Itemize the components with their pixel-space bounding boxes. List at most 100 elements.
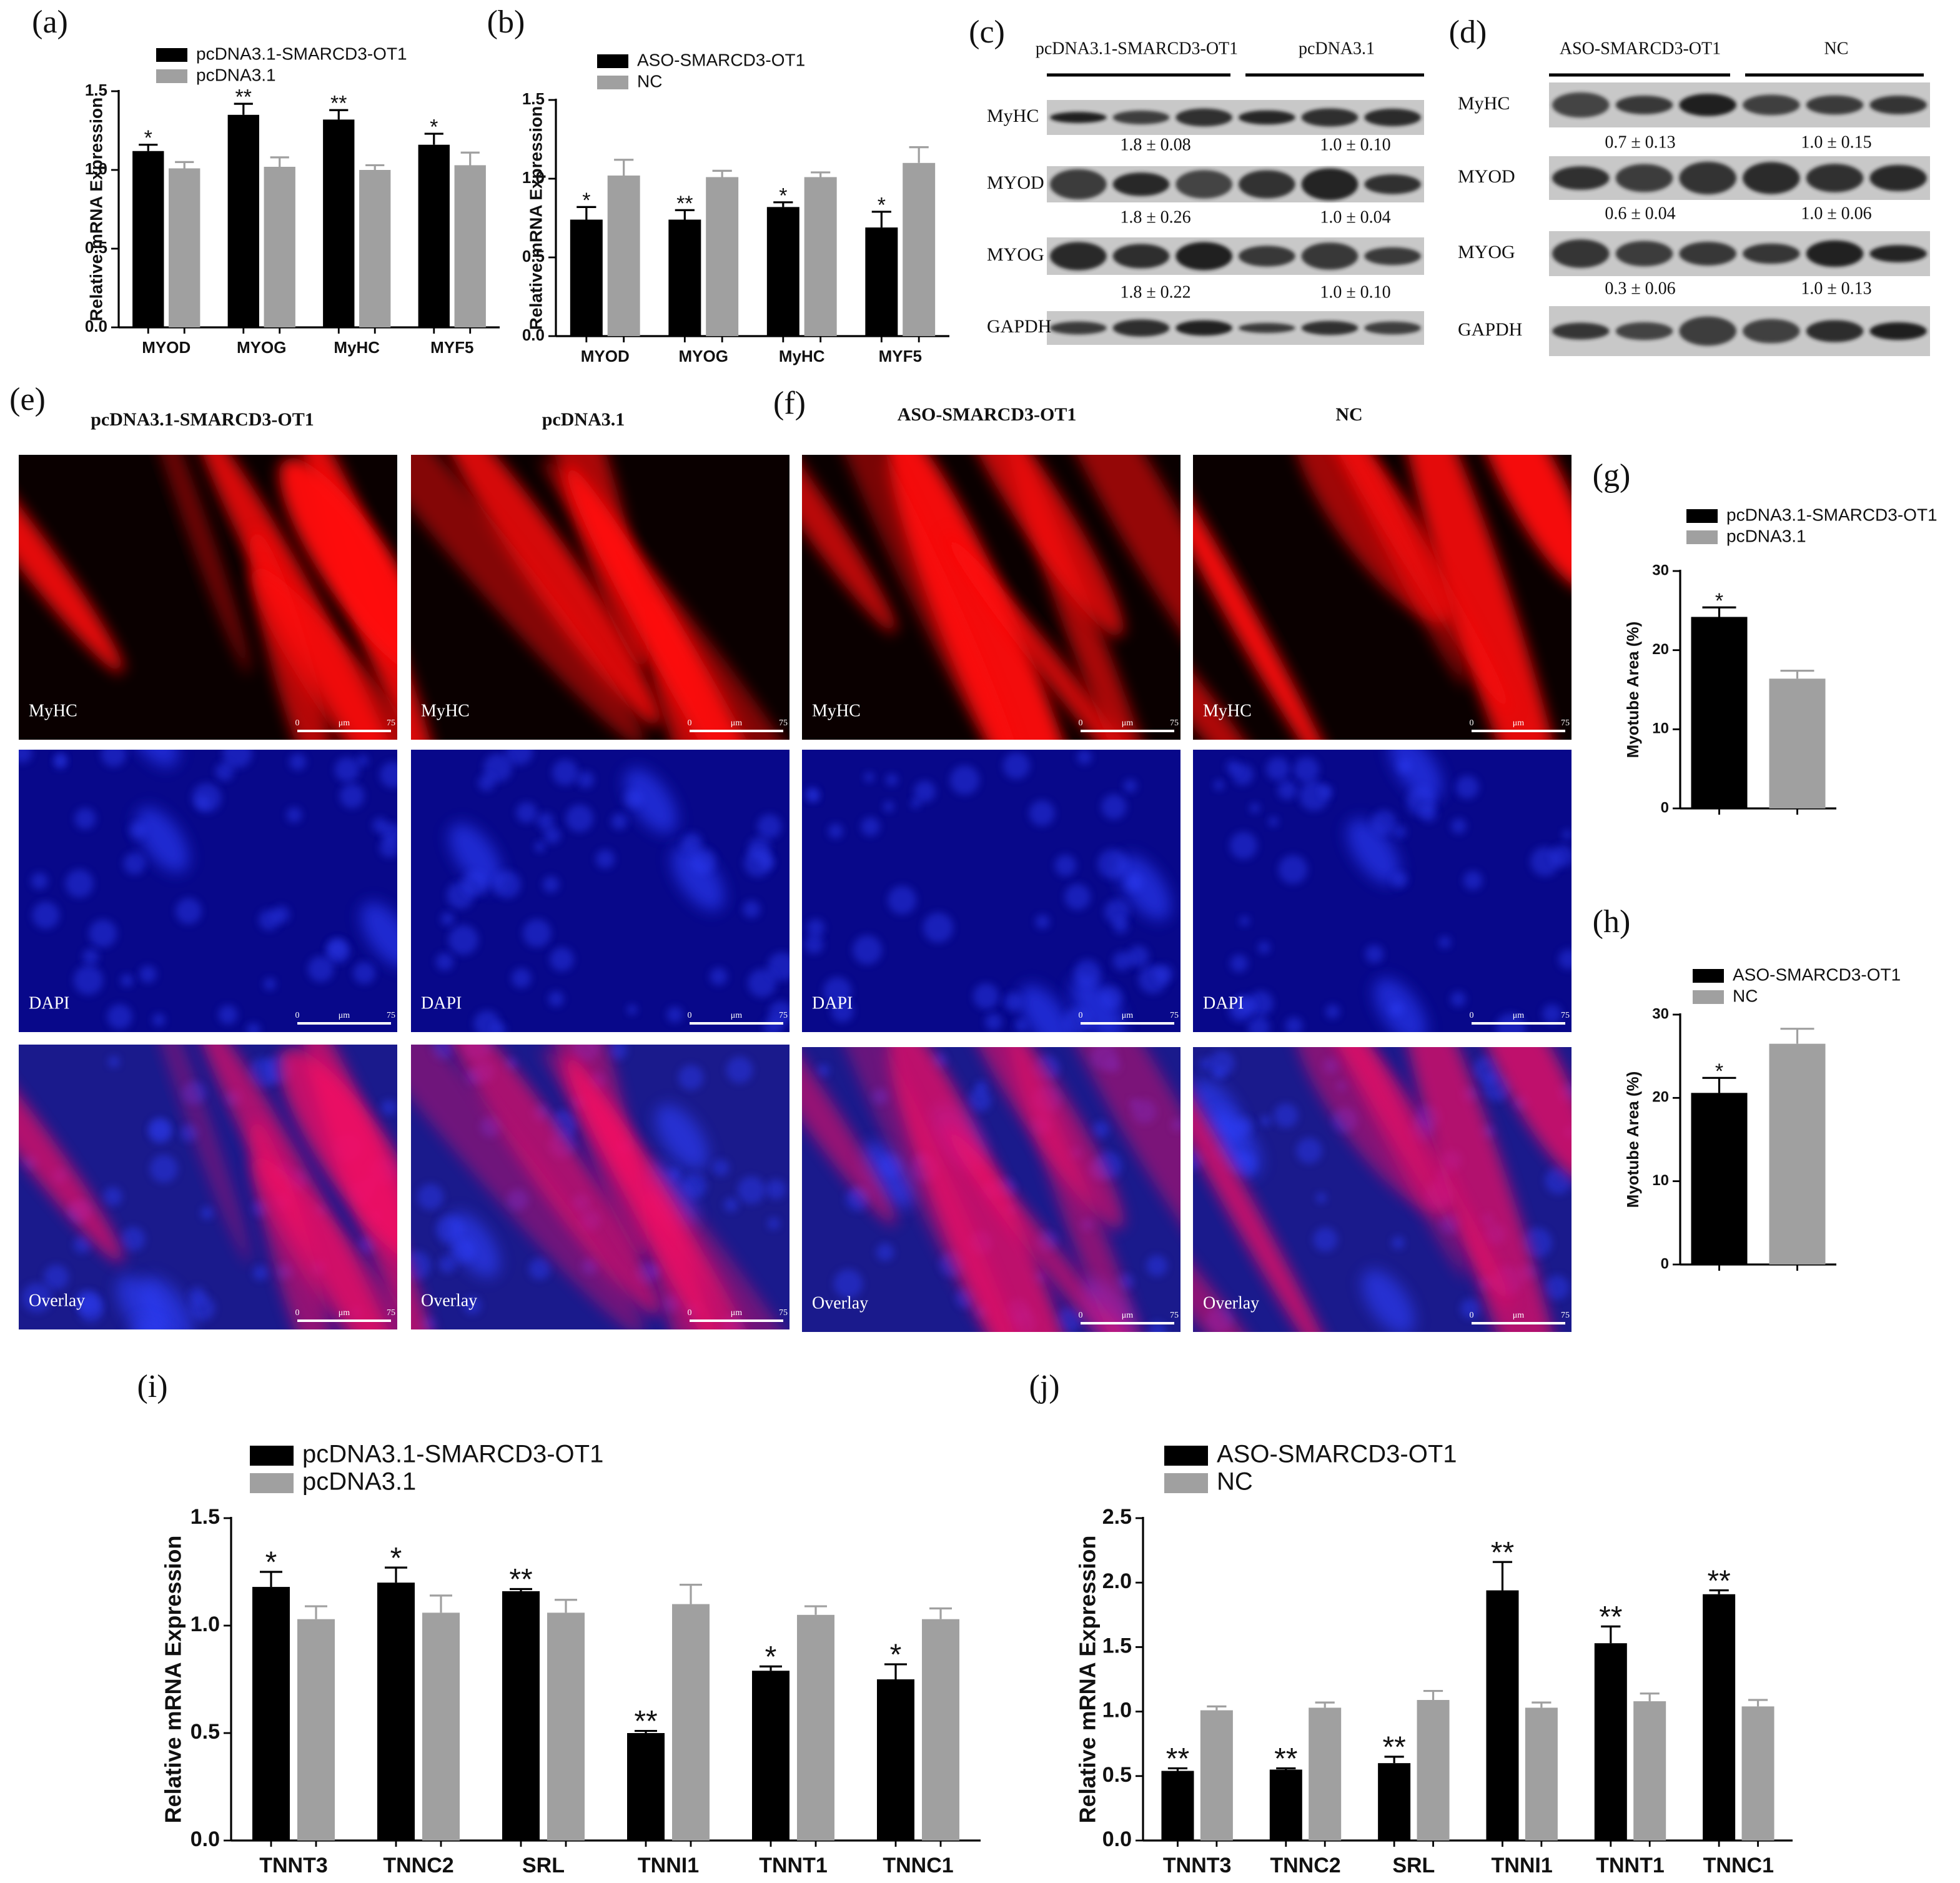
bar [1269, 1769, 1302, 1841]
micrograph [802, 750, 1180, 1032]
quantification: 1.0 ± 0.10 [1320, 135, 1390, 154]
y-tick-label: 1.0 [522, 168, 545, 187]
nucleus [121, 1226, 146, 1251]
nucleus [748, 969, 776, 998]
bar [1594, 1643, 1627, 1841]
nucleus [340, 783, 365, 808]
y-tick-label: 0.0 [522, 325, 545, 344]
myotube [1395, 455, 1571, 740]
error-bar [1780, 1028, 1814, 1044]
blot-strip [1549, 82, 1930, 127]
nucleus [438, 1255, 457, 1273]
x-tick-label: TNNT3 [1163, 1854, 1232, 1877]
micrograph [1193, 1047, 1571, 1332]
nucleus [611, 813, 628, 830]
micrograph [19, 455, 397, 740]
nucleus [1451, 818, 1467, 834]
nucleus [505, 750, 533, 765]
quantification: 1.8 ± 0.08 [1120, 135, 1190, 154]
bar [1691, 617, 1748, 808]
legend-label: NC [637, 71, 662, 91]
nucleus [768, 952, 789, 981]
error-bar [510, 1587, 532, 1591]
nucleus-cluster [624, 768, 678, 833]
scale-bar-label: 0 [1079, 718, 1083, 728]
blot-strip [1047, 166, 1424, 202]
bar [547, 1612, 585, 1841]
nucleus-cluster [1019, 985, 1072, 1032]
error-bar [365, 164, 385, 170]
myotube [279, 1048, 397, 1268]
bar [668, 219, 701, 336]
bar [132, 151, 164, 327]
legend-swatch [1164, 1446, 1208, 1466]
error-bar [1492, 1561, 1513, 1591]
nucleus [1199, 1058, 1212, 1070]
nucleus [768, 1001, 789, 1025]
error-bar [1702, 1076, 1736, 1093]
scale-bar-label: 0 [688, 1308, 692, 1318]
significance: * [430, 116, 438, 139]
significance: * [779, 184, 787, 207]
nucleus [595, 849, 615, 868]
row-label: GAPDH [987, 316, 1051, 337]
blot-band [1050, 321, 1107, 335]
quantification: 1.0 ± 0.06 [1801, 204, 1871, 223]
scale-bar-label: 75 [1561, 718, 1570, 728]
nucleus [222, 750, 252, 768]
quantification: 1.0 ± 0.10 [1320, 282, 1390, 302]
nucleus [1545, 1167, 1571, 1195]
bar [877, 1679, 914, 1841]
significance: * [1715, 1060, 1723, 1083]
myotube [943, 531, 1171, 740]
nucleus [82, 948, 99, 965]
blot-band [1806, 320, 1864, 342]
error-bar [430, 1594, 452, 1613]
nucleus [357, 755, 369, 767]
channel-label: MyHC [1203, 701, 1252, 720]
scale-bar-label: 75 [387, 718, 395, 728]
nucleus [448, 925, 478, 955]
channel-label: Overlay [29, 1291, 85, 1310]
nucleus-cluster [126, 750, 179, 767]
legend-swatch [250, 1473, 294, 1493]
nucleus [1209, 1050, 1235, 1076]
blot-band [1364, 321, 1421, 335]
nucleus [307, 956, 334, 982]
blot-band [1176, 170, 1232, 199]
scale-bar-label: 0 [688, 718, 692, 728]
channel-label: MyHC [421, 701, 470, 720]
panel-label: (d) [1449, 14, 1487, 50]
scale-bar-label: 0 [1470, 718, 1474, 728]
error-bar [712, 169, 732, 177]
error-bar [460, 151, 480, 166]
significance: * [1715, 589, 1723, 613]
legend-label: NC [1217, 1468, 1253, 1496]
x-tick-label: MYOG [679, 347, 728, 365]
row-label: GAPDH [1458, 319, 1522, 340]
error-bar [1207, 1705, 1227, 1711]
error-bar [1423, 1689, 1443, 1701]
blot-strip [1549, 231, 1930, 276]
bar [865, 227, 898, 336]
nucleus [1146, 1255, 1168, 1276]
myotube [1193, 455, 1340, 740]
significance: ** [509, 1563, 532, 1596]
nucleus [552, 759, 578, 786]
bar [502, 1591, 540, 1841]
nucleus [984, 1013, 1002, 1031]
nucleus [1463, 870, 1483, 890]
myotube [1274, 455, 1513, 716]
error-bar [305, 1605, 327, 1619]
bar [227, 114, 259, 328]
x-tick-label: TNNC1 [1703, 1854, 1774, 1877]
error-bar [804, 1605, 827, 1615]
nucleus [435, 953, 453, 971]
nucleus [189, 1286, 206, 1304]
panel-label: (b) [487, 4, 525, 40]
nucleus [1214, 780, 1225, 791]
y-tick-label: 2.5 [1102, 1505, 1132, 1529]
legend-swatch [1693, 990, 1724, 1004]
panel-label: (j) [1029, 1369, 1059, 1404]
blot-band [1239, 170, 1295, 199]
